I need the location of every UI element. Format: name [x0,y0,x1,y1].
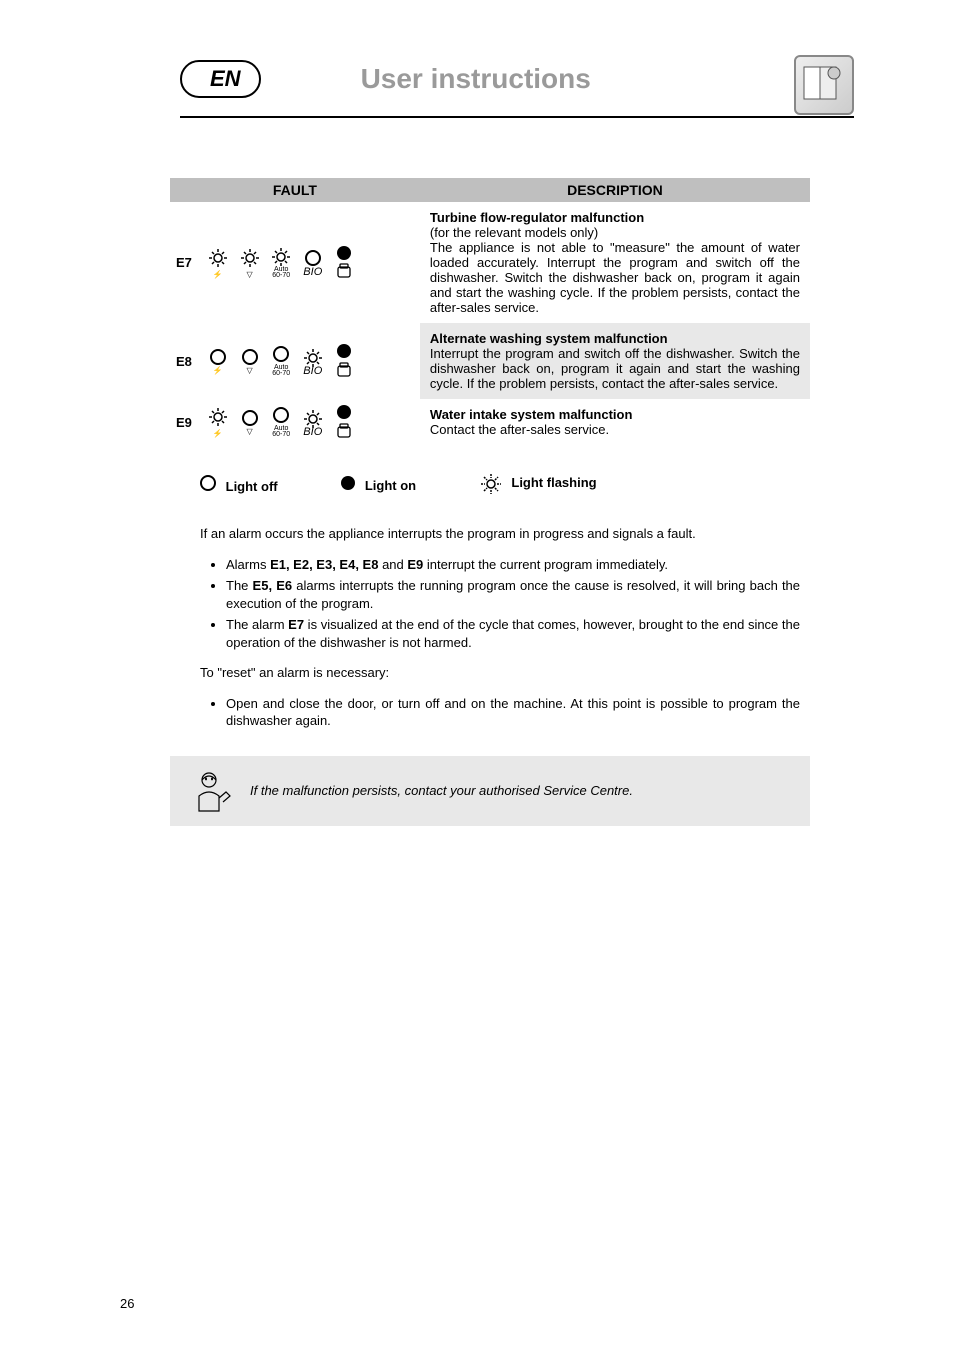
fault-code: E9 [170,399,198,445]
note-text: If the malfunction persists, contact you… [250,783,633,798]
fault-code: E8 [170,323,198,399]
note-box: If the malfunction persists, contact you… [170,756,810,826]
fault-icons: ⚡ ▽ Auto60-70 BIO [198,399,420,445]
table-row: E8 ⚡ ▽ Auto60-70 BIO Alternate washing s… [170,323,810,399]
page-number: 26 [120,1296,134,1311]
light-on-icon [341,476,355,490]
intro-text: If an alarm occurs the appliance interru… [200,525,800,543]
table-row: E9 ⚡ ▽ Auto60-70 BIO Water intake system… [170,399,810,445]
legend-off: Light off [200,475,278,494]
light-off-icon [200,475,216,491]
reset-text: To "reset" an alarm is necessary: [200,664,800,682]
fault-code: E7 [170,202,198,323]
legend-on: Light on [341,476,416,493]
legend-flash: Light flashing [480,473,597,495]
header-divider [180,116,854,118]
fault-icons: ⚡ ▽ Auto60-70 BIO [198,323,420,399]
lang-badge: EN [180,60,261,98]
fault-desc: Water intake system malfunction Contact … [420,399,810,445]
bullet-4: Open and close the door, or turn off and… [226,695,800,730]
bullet-1: Alarms E1, E2, E3, E4, E8 and E9 interru… [226,556,800,574]
fault-table: FAULT DESCRIPTION E7 ⚡ ▽ Auto60-70 BIO T… [170,178,810,445]
fault-desc: Turbine flow-regulator malfunction (for … [420,202,810,323]
light-flash-icon [480,473,502,495]
legend: Light off Light on Light flashing [200,473,854,495]
service-person-icon [184,766,234,816]
col-desc-header: DESCRIPTION [420,178,810,202]
table-row: E7 ⚡ ▽ Auto60-70 BIO Turbine flow-regula… [170,202,810,323]
bullet-3: The alarm E7 is visualized at the end of… [226,616,800,651]
bullet-2: The E5, E6 alarms interrupts the running… [226,577,800,612]
col-fault-header: FAULT [170,178,420,202]
fault-icons: ⚡ ▽ Auto60-70 BIO [198,202,420,323]
book-icon [794,55,854,115]
body-paragraphs: If an alarm occurs the appliance interru… [200,525,800,730]
page-title: User instructions [361,63,591,95]
fault-desc: Alternate washing system malfunction Int… [420,323,810,399]
